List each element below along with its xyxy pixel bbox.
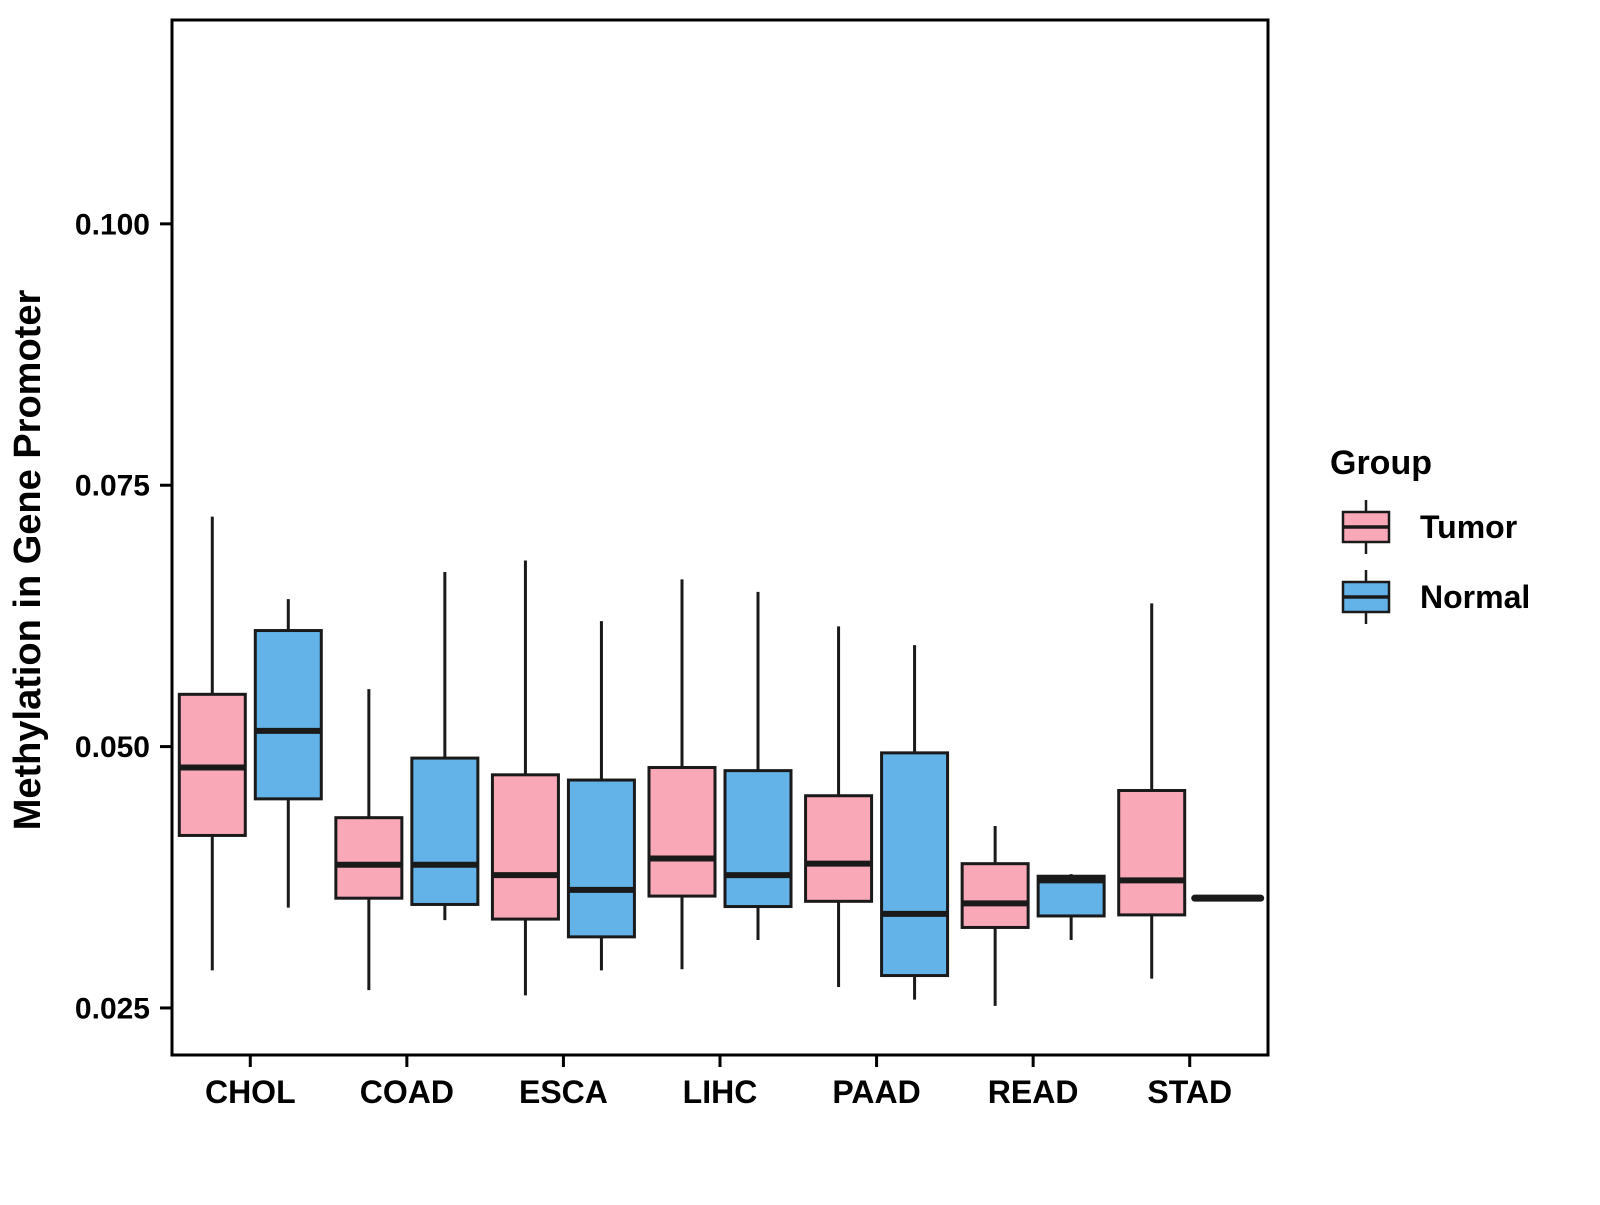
x-category-label: COAD: [360, 1074, 454, 1110]
box-normal-LIHC: [723, 769, 793, 909]
box-tumor-READ: [960, 862, 1030, 929]
legend: Group Tumor Normal: [1330, 444, 1530, 624]
box-normal-COAD: [410, 756, 480, 906]
y-tick-label: 0.075: [75, 470, 150, 503]
legend-keys: [1341, 500, 1391, 624]
box-normal-PAAD: [880, 751, 950, 978]
box-tumor-PAAD: [804, 794, 874, 903]
x-category-label: LIHC: [683, 1074, 758, 1110]
legend-label-tumor: Tumor: [1420, 509, 1517, 545]
box-tumor-LIHC: [647, 766, 717, 898]
y-tick-label: 0.025: [75, 992, 150, 1025]
x-category-label: STAD: [1147, 1074, 1232, 1110]
box-tumor-STAD: [1117, 789, 1187, 917]
axes-layer: 0.025 0.050 0.075 0.100 CHOL COAD ESCA LIHC PAAD…: [75, 208, 1232, 1110]
x-category-label: ESCA: [519, 1074, 608, 1110]
y-tick-label: 0.050: [75, 731, 150, 764]
x-category-label: READ: [988, 1074, 1079, 1110]
box-tumor-ESCA: [490, 773, 560, 921]
x-category-label: PAAD: [832, 1074, 920, 1110]
y-axis-title: Methylation in Gene Promoter: [7, 290, 49, 831]
box-normal-ESCA: [566, 778, 636, 939]
legend-label-normal: Normal: [1420, 579, 1530, 615]
boxes-layer: [177, 516, 1265, 1006]
legend-title: Group: [1330, 444, 1432, 482]
box-normal-CHOL: [253, 629, 323, 801]
y-tick-label: 0.100: [75, 208, 150, 241]
box-tumor-COAD: [334, 816, 404, 900]
x-category-label: CHOL: [205, 1074, 296, 1110]
